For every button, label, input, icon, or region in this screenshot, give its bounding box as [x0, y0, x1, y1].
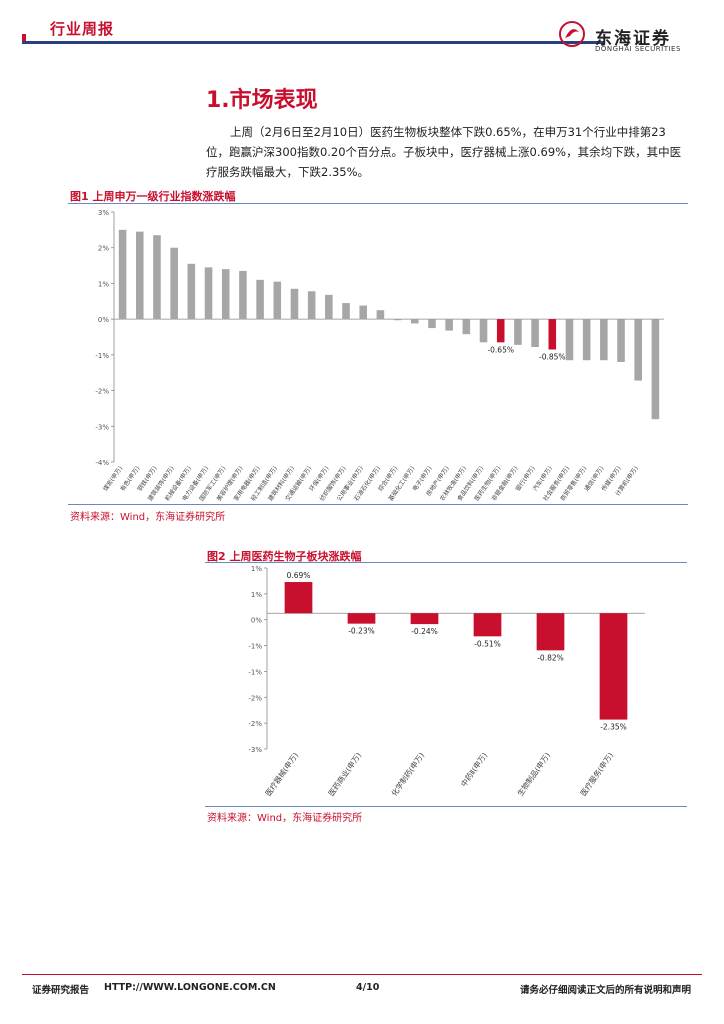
donghai-logo-icon — [559, 21, 585, 47]
y-tick-label: -1% — [248, 643, 262, 651]
category-label: 医药商业(申万) — [326, 750, 363, 797]
bar — [187, 263, 196, 320]
bar — [600, 319, 608, 361]
fig1-chart: 3%2%1%0%-1%-2%-3%-4%煤炭(申万)有色(申万)钢铁(申万)建筑… — [95, 209, 664, 502]
bar — [239, 270, 247, 320]
category-label: 中药Ⅱ(申万) — [458, 750, 489, 788]
page-number: 4/10 — [356, 982, 380, 993]
footer-rule — [22, 974, 702, 975]
y-tick-label: -2% — [248, 694, 262, 702]
section-title: 1.市场表现 — [206, 88, 318, 113]
bar — [565, 319, 574, 361]
data-label: 0.69% — [287, 571, 311, 580]
logo-name-cn: 东海证券 — [595, 29, 671, 49]
y-tick-label: -1% — [95, 352, 109, 360]
bar — [531, 319, 539, 347]
data-label: -0.82% — [537, 653, 564, 662]
bar — [342, 303, 350, 320]
footer-url-link[interactable]: HTTP://WWW.LONGONE.COM.CN — [104, 982, 276, 993]
bar — [634, 319, 642, 381]
data-label: -0.85% — [539, 353, 566, 362]
fig2-chart: 1% 1% 0% -1% -1% -2% -2% -3% 0.69% 医疗器械(申万) -0.23%… — [248, 565, 645, 798]
bar — [136, 231, 144, 320]
bar — [548, 319, 557, 350]
data-label: -2.35% — [600, 723, 627, 732]
bar — [536, 613, 565, 651]
data-label: -0.51% — [474, 639, 501, 648]
bar — [170, 247, 178, 320]
bar — [496, 319, 505, 343]
bar — [376, 310, 385, 320]
bar — [514, 319, 522, 345]
bar — [462, 319, 471, 335]
fig1-source: 资料来源：Wind，东海证券研究所 — [70, 512, 226, 523]
bar — [445, 319, 453, 331]
y-tick-label: 0% — [251, 617, 262, 625]
bar — [153, 235, 161, 320]
fig1-title: 图1 上周申万一级行业指数涨跌幅 — [70, 190, 236, 203]
fig2-bottom-rule — [205, 806, 687, 807]
y-tick-label: 3% — [98, 209, 109, 217]
bar — [118, 229, 127, 320]
bar — [273, 281, 282, 320]
data-label: -0.23% — [348, 627, 375, 636]
bar — [410, 613, 439, 625]
bar — [599, 613, 628, 720]
fig2-title: 图2 上周医药生物子板块涨跌幅 — [207, 550, 362, 563]
y-tick-label: 0% — [98, 316, 109, 324]
data-label: -0.24% — [411, 627, 438, 636]
bar — [290, 288, 299, 320]
logo-name-en: DONGHAI SECURITIES — [595, 45, 681, 53]
fig2-source: 资料来源：Wind，东海证券研究所 — [207, 813, 363, 824]
category-label: 化学制药(申万) — [389, 750, 426, 797]
fig2-top-rule — [205, 562, 687, 563]
y-tick-label: 1% — [98, 280, 109, 288]
category-label: 医疗服务(申万) — [578, 750, 615, 797]
category-label: 生物制品(申万) — [515, 750, 552, 797]
y-tick-label: -1% — [248, 668, 262, 676]
y-tick-label: 1% — [251, 565, 262, 573]
section-paragraph: 上周（2月6日至2月10日）医药生物板块整体下跌0.65%，在申万31个行业中排… — [206, 125, 682, 179]
bar — [393, 319, 402, 321]
bar — [411, 319, 419, 324]
bar — [473, 613, 502, 637]
y-tick-label: 1% — [251, 591, 262, 599]
bar — [221, 269, 230, 320]
bar — [651, 319, 660, 420]
footer-label: 证券研究报告 — [32, 985, 90, 996]
bar — [617, 319, 625, 362]
bar — [325, 294, 333, 320]
bar — [347, 613, 376, 624]
header-accent — [22, 34, 26, 44]
header-rule — [22, 41, 604, 44]
y-tick-label: -2% — [248, 720, 262, 728]
y-tick-label: -3% — [95, 423, 109, 431]
bar — [204, 267, 213, 320]
bar — [582, 319, 591, 361]
y-tick-label: -2% — [95, 388, 109, 396]
y-tick-label: -3% — [248, 746, 262, 754]
bar — [359, 305, 367, 320]
footer-disclaimer: 请务必仔细阅读正文后的所有说明和声明 — [520, 985, 692, 996]
bar — [307, 291, 316, 320]
category-label: 医疗器械(申万) — [263, 750, 300, 797]
bar — [479, 319, 488, 343]
report-type-tag: 行业周报 — [50, 20, 115, 38]
y-tick-label: 2% — [98, 245, 109, 253]
bar — [284, 582, 313, 614]
bar — [256, 279, 264, 320]
fig1-bottom-rule — [68, 504, 688, 505]
bar — [428, 319, 436, 329]
y-tick-label: -4% — [95, 459, 109, 467]
fig1-top-rule — [68, 203, 688, 204]
data-label: -0.65% — [487, 345, 514, 354]
